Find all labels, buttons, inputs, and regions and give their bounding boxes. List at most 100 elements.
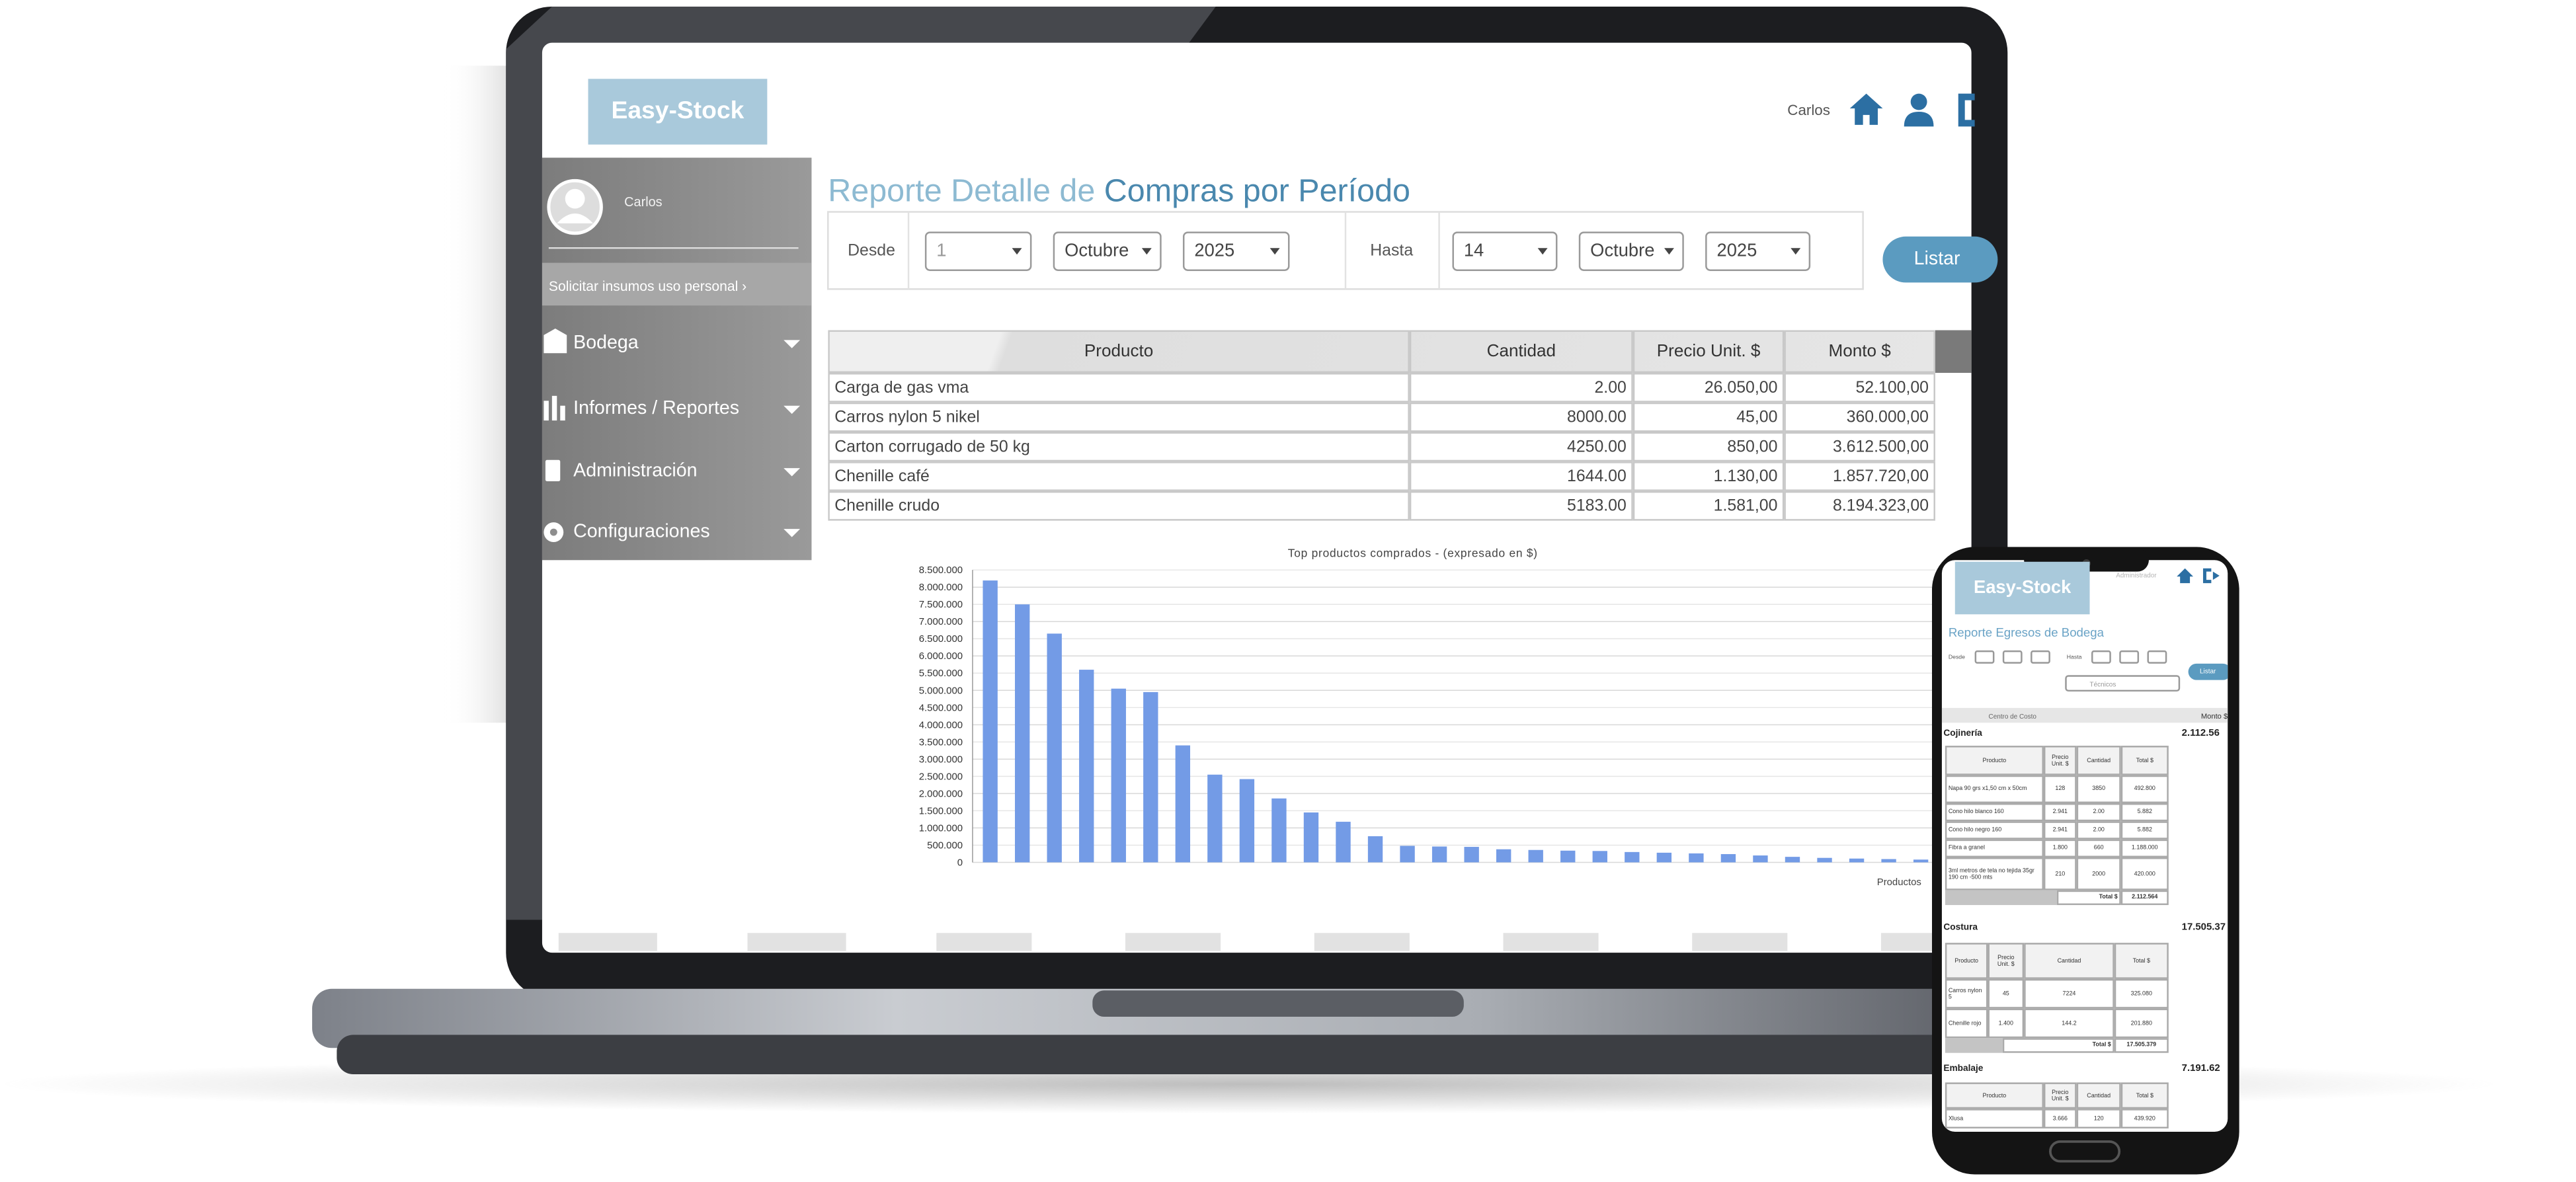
column-header: Cantidad [1409, 330, 1633, 374]
footer-block [1125, 933, 1221, 951]
logo[interactable]: Easy-Stock [1954, 561, 2090, 615]
icon-logout[interactable] [1958, 93, 1975, 127]
table-cell: 1.188.000 [2120, 839, 2169, 858]
column-header: Centro de Costo [1988, 711, 2036, 720]
bar [1079, 670, 1094, 863]
role: Administrador [2116, 571, 2157, 579]
table-cell: 1644.00 [1409, 461, 1633, 491]
group-name: Costura [1943, 923, 1978, 933]
table-cell: 8000.00 [1409, 402, 1633, 432]
bar [1817, 857, 1832, 863]
select[interactable] [2091, 650, 2111, 664]
export-icon[interactable] [1935, 330, 1972, 374]
bar [1336, 822, 1351, 863]
y-tick-label: 4.500.000 [919, 703, 963, 713]
menu-item[interactable]: Bodega [573, 333, 639, 354]
select[interactable] [2031, 650, 2050, 664]
menu-item[interactable]: Informes / Reportes [573, 399, 740, 419]
bar [1239, 779, 1255, 863]
table-cell: 2.941 [2043, 803, 2077, 822]
y-tick-label: 3.000.000 [919, 754, 963, 765]
icon-home[interactable] [2177, 568, 2194, 584]
select[interactable]: 1 [924, 231, 1032, 271]
select[interactable]: Octubre [1578, 231, 1684, 271]
y-tick-label: 8.500.000 [919, 565, 963, 576]
bar [1689, 853, 1704, 863]
table-cell: 5.882 [2120, 821, 2169, 840]
select[interactable] [2002, 650, 2023, 664]
filter-label: Desde [1948, 653, 1965, 660]
bar [1656, 852, 1672, 863]
table-cell: Chenille crudo [828, 491, 1410, 521]
y-tick-label: 1.500.000 [919, 806, 963, 816]
column-header: Cantidad [2024, 943, 2114, 979]
select[interactable] [1974, 650, 1995, 664]
table-cell: 4250.00 [1409, 432, 1633, 462]
menu-caret [784, 468, 801, 477]
phone-home-button[interactable] [2049, 1140, 2121, 1163]
icon-user[interactable] [1904, 111, 1934, 127]
y-tick-label: 1.000.000 [919, 823, 963, 834]
group-amount: 2.112.56 [2181, 729, 2220, 740]
table-cell: 420.000 [2120, 857, 2169, 890]
y-tick-label: 2.500.000 [919, 771, 963, 782]
icon-home[interactable] [1849, 93, 1883, 125]
bar [1592, 851, 1607, 863]
bar [1303, 812, 1319, 863]
back-shadow [443, 65, 518, 723]
menu-item[interactable]: Configuraciones [573, 522, 710, 542]
bar [1913, 859, 1929, 863]
group-name: Embalaje [1943, 1064, 1984, 1074]
select[interactable]: 2025 [1182, 231, 1290, 271]
select[interactable] [2119, 650, 2140, 664]
bar [1271, 798, 1287, 863]
table-cell: 128 [2043, 775, 2077, 804]
select[interactable]: Técnicos [2065, 675, 2181, 692]
y-tick-label: 0 [957, 857, 963, 868]
bar [1143, 691, 1158, 863]
title-part: Reporte Detalle de [828, 173, 1104, 210]
report-title: Reporte Detalle de Compras por Período [828, 173, 1410, 211]
icon-logout[interactable] [2202, 568, 2220, 584]
icon-gear-hole [549, 528, 557, 536]
table-cell: 3850 [2076, 775, 2121, 804]
logo[interactable]: Easy-Stock [588, 79, 768, 145]
table-cell: 52.100,00 [1784, 373, 1935, 403]
sidebar-link-band [542, 262, 812, 306]
bar [1111, 688, 1126, 863]
table-cell: 660 [2076, 839, 2121, 858]
select[interactable]: Octubre [1053, 231, 1162, 271]
bar [1720, 853, 1736, 863]
select[interactable]: 2025 [1705, 231, 1811, 271]
list-button[interactable]: Listar [1882, 236, 1998, 283]
table-cell: 325.080 [2114, 978, 2169, 1009]
select[interactable]: 14 [1452, 231, 1558, 271]
table-cell: 1.400 [1988, 1008, 2025, 1039]
sidebar-user: Carlos [624, 194, 663, 210]
y-tick-label: 8.000.000 [919, 582, 963, 593]
menu-caret [784, 529, 801, 537]
bar [1496, 849, 1511, 863]
phone-screen [1941, 560, 2228, 1132]
menu-item[interactable]: Administración [573, 461, 698, 482]
bar [1431, 846, 1447, 863]
bar [1881, 859, 1896, 863]
icon-user[interactable] [1910, 93, 1927, 110]
sidebar-link[interactable]: Solicitar insumos uso personal › [548, 277, 747, 294]
table-cell: 360.000,00 [1784, 402, 1935, 432]
total-label: Total $ [2056, 890, 2121, 906]
table-cell: 3.666 [2043, 1109, 2077, 1128]
select[interactable] [2147, 650, 2167, 664]
bar [1400, 846, 1415, 863]
avatar-body [557, 214, 593, 223]
report-title: Reporte Egresos de Bodega [1948, 625, 2105, 640]
menu-caret [784, 340, 801, 348]
table-cell: 5183.00 [1409, 491, 1633, 521]
x-axis-label: Productos [1877, 877, 1921, 888]
bar [1560, 850, 1576, 863]
bar [1367, 836, 1383, 863]
y-tick-label: 500.000 [927, 840, 963, 851]
data-table: Producto Cantidad Precio Unit. $ Monto $ Car… [828, 330, 1972, 524]
list-button[interactable]: Listar [2188, 663, 2228, 680]
